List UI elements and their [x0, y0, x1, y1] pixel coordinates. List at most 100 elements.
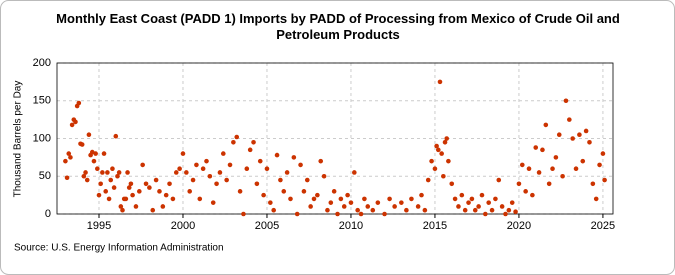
- point: [63, 158, 68, 164]
- point: [298, 162, 303, 168]
- point: [153, 177, 159, 183]
- point: [157, 189, 162, 194]
- point: [288, 196, 293, 202]
- point: [496, 177, 502, 183]
- point: [133, 204, 139, 209]
- point: [348, 200, 354, 205]
- point: [370, 207, 376, 213]
- point: [382, 211, 387, 217]
- point: [437, 79, 443, 85]
- point: [160, 204, 166, 209]
- point: [128, 181, 134, 187]
- point: [308, 204, 313, 209]
- point: [311, 196, 317, 202]
- point: [207, 173, 213, 179]
- point: [118, 204, 124, 209]
- point: [452, 196, 458, 202]
- point: [560, 173, 565, 179]
- point: [143, 181, 149, 187]
- point: [506, 207, 512, 213]
- point: [95, 166, 100, 171]
- point: [335, 211, 340, 217]
- point: [583, 128, 589, 134]
- point: [325, 207, 330, 213]
- point: [519, 162, 525, 168]
- point: [98, 181, 103, 187]
- point: [446, 158, 451, 164]
- point: [526, 166, 532, 171]
- point: [587, 139, 592, 145]
- y-tick-label: 150: [33, 95, 51, 107]
- point: [553, 155, 559, 160]
- y-tick-label: 50: [39, 170, 51, 182]
- point: [103, 189, 109, 194]
- point: [96, 192, 102, 198]
- point: [123, 196, 129, 202]
- point: [449, 181, 455, 187]
- point: [220, 151, 226, 156]
- point: [419, 192, 424, 198]
- point: [116, 170, 122, 175]
- point: [81, 173, 87, 179]
- point: [150, 207, 156, 213]
- point: [234, 134, 240, 140]
- point: [284, 170, 290, 175]
- point: [241, 211, 246, 217]
- point: [111, 185, 117, 190]
- point: [210, 200, 216, 205]
- point: [563, 98, 569, 104]
- point: [536, 170, 542, 175]
- point: [409, 196, 414, 202]
- point: [76, 100, 82, 106]
- point: [387, 196, 392, 202]
- point: [516, 181, 522, 187]
- point: [204, 158, 209, 164]
- point: [83, 170, 88, 175]
- point: [523, 189, 528, 194]
- point: [73, 119, 78, 125]
- point: [86, 132, 92, 138]
- point: [352, 170, 357, 175]
- point: [602, 177, 607, 183]
- point: [462, 207, 468, 213]
- point: [432, 166, 438, 171]
- point: [177, 166, 182, 171]
- point: [115, 173, 120, 179]
- point: [442, 139, 448, 145]
- point: [251, 139, 256, 145]
- point: [170, 196, 176, 202]
- point: [108, 177, 114, 183]
- point: [439, 151, 444, 156]
- point: [556, 132, 562, 138]
- point: [328, 200, 334, 205]
- point: [469, 196, 475, 202]
- point: [294, 211, 300, 217]
- point: [331, 189, 337, 194]
- point: [315, 192, 320, 198]
- point: [479, 192, 485, 198]
- point: [190, 177, 196, 183]
- point: [68, 155, 73, 160]
- point: [567, 117, 572, 122]
- point: [281, 189, 287, 194]
- point: [274, 152, 280, 158]
- point: [268, 200, 273, 205]
- point: [318, 158, 324, 164]
- point: [93, 151, 98, 156]
- point: [105, 170, 110, 175]
- point: [91, 158, 97, 164]
- point: [493, 196, 498, 202]
- point: [100, 170, 105, 175]
- point: [543, 122, 549, 128]
- plot-border: [56, 62, 614, 215]
- x-tick-label: 1995: [87, 220, 111, 232]
- x-tick-label: 2020: [507, 220, 531, 232]
- point: [173, 170, 179, 175]
- point: [110, 166, 115, 171]
- point: [399, 200, 404, 205]
- point: [197, 196, 203, 202]
- point: [570, 136, 575, 141]
- point: [550, 166, 555, 171]
- point: [444, 136, 450, 141]
- point: [120, 207, 125, 213]
